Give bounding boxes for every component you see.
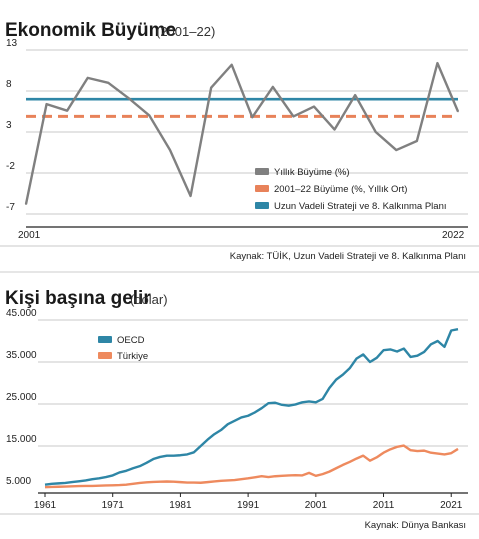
growth-point-2013 <box>272 86 274 88</box>
growth-y-tick-label: -2 <box>6 161 15 172</box>
legend-label-growth: Yıllık Büyüme (%) <box>274 167 350 178</box>
income-y-tick-label: 45.000 <box>6 308 37 319</box>
legend-swatch-turkey <box>98 352 112 359</box>
legend-swatch-oecd <box>98 336 112 343</box>
growth-point-2008 <box>169 149 171 151</box>
growth-gridlines <box>26 49 468 215</box>
income-y-tick-label: 25.000 <box>6 392 37 403</box>
growth-point-2015 <box>313 105 315 108</box>
income-y-tick-label: 15.000 <box>6 434 37 445</box>
growth-point-2007 <box>148 114 151 117</box>
growth-point-2003 <box>66 109 68 112</box>
income-x-tick-label: 2001 <box>305 500 328 511</box>
growth-point-2012 <box>251 116 254 119</box>
income-x-ticks: 1961 1971 1981 1991 2001 2011 2021 <box>34 493 463 511</box>
growth-point-2021 <box>436 62 439 64</box>
growth-point-2016 <box>333 128 336 131</box>
income-y-tick-label: 5.000 <box>6 476 31 487</box>
growth-source: Kaynak: TÜİK, Uzun Vadeli Strateji ve 8.… <box>230 251 466 262</box>
growth-y-tick-label: 3 <box>6 120 12 131</box>
income-x-tick-label: 1981 <box>169 500 192 511</box>
income-chart: Kişi başına gelir (dolar) 45.000 35.000 25… <box>0 288 479 531</box>
income-x-tick-label: 1971 <box>102 500 125 511</box>
legend-swatch-average <box>255 185 269 192</box>
turkey-line <box>44 444 459 489</box>
growth-point-2017 <box>354 94 356 96</box>
growth-point-2006 <box>128 97 130 100</box>
growth-point-2019 <box>395 149 398 151</box>
growth-point-2009 <box>189 195 192 197</box>
income-x-tick-label: 2011 <box>373 500 395 511</box>
growth-point-2001 <box>25 203 27 205</box>
growth-point-2005 <box>107 82 110 84</box>
income-chart-subtitle: (dolar) <box>130 292 168 307</box>
growth-x-tick-end: 2022 <box>442 230 465 241</box>
income-legend: OECD Türkiye <box>98 335 148 362</box>
growth-y-tick-label: 13 <box>6 38 18 49</box>
growth-point-2020 <box>416 140 418 142</box>
growth-y-tick-labels: 13 8 3 -2 -7 <box>6 38 18 213</box>
income-x-tick-label: 1961 <box>34 500 57 511</box>
growth-point-2010 <box>210 86 212 89</box>
growth-point-2022 <box>457 110 459 113</box>
growth-point-2002 <box>45 103 48 105</box>
growth-chart-title: Ekonomik Büyüme <box>5 20 176 41</box>
growth-point-2011 <box>230 63 233 66</box>
income-chart-title: Kişi başına gelir <box>5 288 151 309</box>
income-y-tick-labels: 45.000 35.000 25.000 15.000 5.000 <box>6 308 37 487</box>
annual-growth-points <box>25 62 459 205</box>
legend-swatch-plan <box>255 202 269 209</box>
growth-legend: Yıllık Büyüme (%) 2001–22 Büyüme (%, Yıl… <box>255 167 447 212</box>
growth-chart-subtitle: (2001–22) <box>156 24 215 39</box>
income-x-tick-label: 2021 <box>440 500 463 511</box>
legend-label-oecd: OECD <box>117 335 145 346</box>
growth-point-2018 <box>374 131 377 133</box>
growth-x-tick-start: 2001 <box>18 230 41 241</box>
income-y-tick-label: 35.000 <box>6 350 37 361</box>
growth-point-2004 <box>86 77 89 79</box>
legend-label-average: 2001–22 Büyüme (%, Yıllık Ort) <box>274 184 407 195</box>
growth-y-tick-label: -7 <box>6 202 15 213</box>
annual-growth-line <box>24 61 460 205</box>
legend-label-turkey: Türkiye <box>117 351 148 362</box>
growth-y-tick-label: 8 <box>6 79 12 90</box>
growth-point-2014 <box>292 115 295 118</box>
income-x-tick-label: 1991 <box>237 500 260 511</box>
legend-swatch-growth <box>255 168 269 175</box>
oecd-line <box>44 328 459 486</box>
legend-label-plan: Uzun Vadeli Strateji ve 8. Kalkınma Plan… <box>274 201 447 212</box>
income-source: Kaynak: Dünya Bankası <box>365 520 466 531</box>
